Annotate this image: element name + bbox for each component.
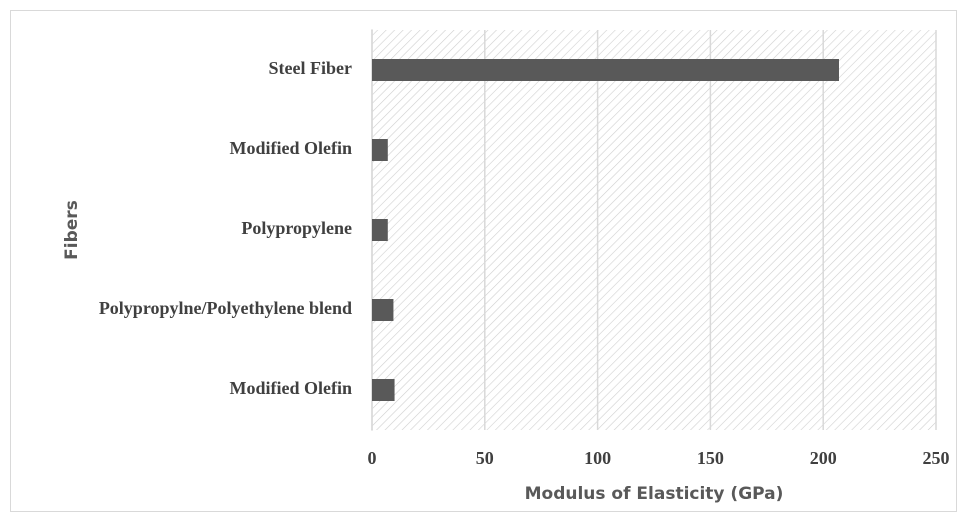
x-tick-label: 0 <box>368 448 377 468</box>
y-tick-label: Polypropylene <box>241 218 352 238</box>
x-tick-label: 150 <box>697 448 724 468</box>
bar <box>372 139 388 161</box>
x-axis-title: Modulus of Elasticity (GPa) <box>525 484 784 504</box>
plot-area <box>372 30 936 430</box>
bar <box>372 299 394 321</box>
y-tick-label: Modified Olefin <box>230 138 353 158</box>
bar <box>372 59 839 81</box>
y-tick-label: Steel Fiber <box>269 58 352 78</box>
y-axis-title: Fibers <box>62 200 82 260</box>
frame <box>10 10 957 512</box>
x-tick-label: 50 <box>476 448 494 468</box>
y-tick-label: Modified Olefin <box>230 378 353 398</box>
x-tick-label: 250 <box>923 448 950 468</box>
y-tick-label: Polypropylne/Polyethylene blend <box>99 298 352 318</box>
x-tick-label: 200 <box>810 448 837 468</box>
bar <box>372 219 388 241</box>
x-tick-label: 100 <box>584 448 611 468</box>
bar <box>372 379 395 401</box>
